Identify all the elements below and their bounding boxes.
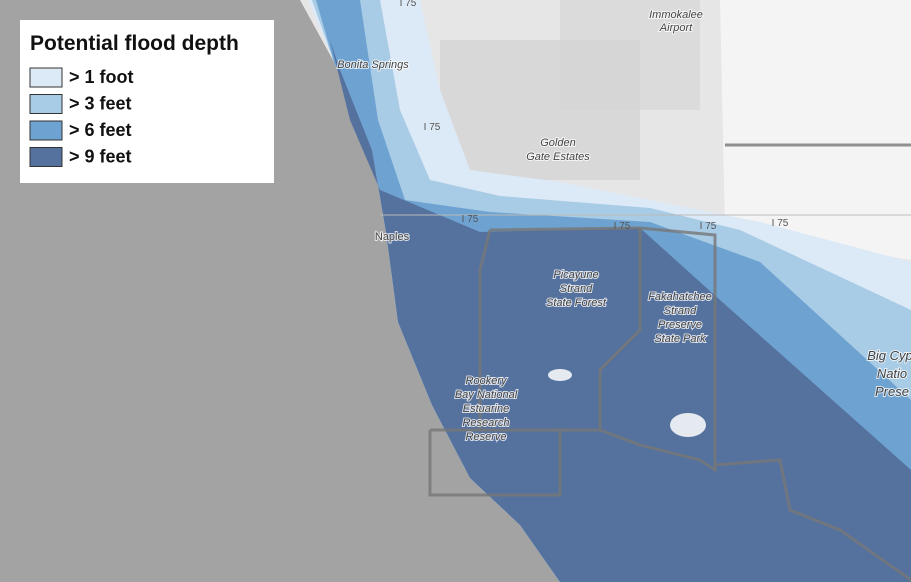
highway-label: I 75 <box>400 0 417 9</box>
place-label: State Park <box>654 333 706 345</box>
place-label: Estuarine <box>463 403 509 415</box>
place-label: Naples <box>375 231 410 243</box>
legend-swatch <box>29 67 63 88</box>
park-boundaries <box>428 143 911 582</box>
place-label: Airport <box>659 22 693 34</box>
place-label: Preserve <box>658 319 702 331</box>
legend-label: > 6 feet <box>69 120 132 140</box>
highway-label: I 75 <box>700 221 717 232</box>
legend-swatch <box>29 120 63 141</box>
place-label: Bay National <box>455 389 518 401</box>
legend-label: > 9 feet <box>69 146 132 166</box>
place-label: Bonita Springs <box>337 59 409 71</box>
legend-swatch <box>29 94 63 114</box>
flood-9 <box>330 40 911 582</box>
highway-label: I 75 <box>462 214 479 225</box>
place-label: Gate Estates <box>526 151 590 163</box>
legend-swatch <box>29 147 63 167</box>
place-label: Research <box>462 417 509 429</box>
place-label: Fakahatchee <box>648 291 712 303</box>
place-label: Picayune <box>553 269 598 281</box>
place-label: Golden <box>540 137 575 149</box>
place-label: Big Cyp <box>867 348 911 363</box>
place-label: Rookery <box>466 375 508 387</box>
place-label: State Forest <box>546 297 607 309</box>
place-label: Strand <box>664 305 697 317</box>
place-label: Immokalee <box>649 9 703 21</box>
islands <box>548 369 706 437</box>
place-label: Prese <box>875 384 909 399</box>
legend: Potential flood depth > 1 foot > 3 feet > … <box>20 20 274 183</box>
highway-label: I 75 <box>772 218 789 229</box>
land-north <box>720 0 911 260</box>
place-label: Natio <box>877 366 907 381</box>
legend-label: > 1 foot <box>69 67 134 87</box>
place-label: Reserve <box>466 431 507 443</box>
highway-label: I 75 <box>614 221 631 232</box>
urban <box>560 0 700 110</box>
legend-label: > 3 feet <box>69 93 132 113</box>
highway-label: I 75 <box>424 122 441 133</box>
place-label: Strand <box>560 283 593 295</box>
legend-title: Potential flood depth <box>30 32 239 55</box>
